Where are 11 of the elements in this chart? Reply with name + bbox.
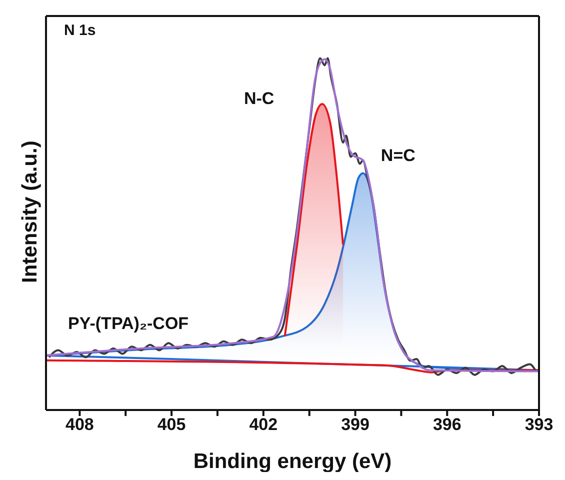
series-label: N=C [380, 146, 416, 166]
x-tick-label: 408 [65, 415, 94, 434]
x-tick-label: 393 [524, 415, 554, 434]
x-tick-label: 402 [249, 415, 278, 434]
x-tick-label: 396 [432, 415, 462, 434]
text: N 1s [64, 22, 96, 39]
text: N-C [244, 88, 274, 108]
x-tick-label: 399 [341, 415, 370, 434]
x-tick-label: 405 [157, 415, 186, 434]
y-axis-title: Intensity (a.u.) [18, 140, 42, 283]
annotation: PY-(TPA)₂-COF [68, 314, 189, 334]
